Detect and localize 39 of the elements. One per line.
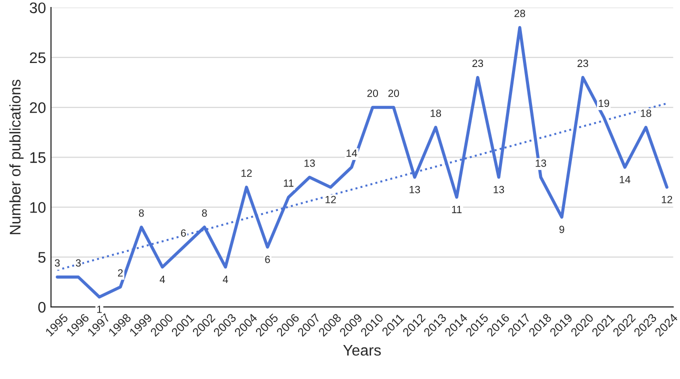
data-label: 18 — [430, 110, 442, 117]
data-label: 12 — [662, 196, 672, 204]
data-label: 3 — [54, 259, 60, 267]
data-label: 12 — [326, 196, 336, 204]
y-tick-label: 20 — [30, 102, 46, 114]
data-label: 20 — [388, 90, 400, 97]
data-label: 20 — [367, 90, 378, 97]
data-label: 2 — [118, 269, 123, 277]
data-label: 14 — [346, 150, 358, 157]
data-label: 14 — [620, 176, 630, 184]
data-label: 3 — [76, 259, 81, 267]
data-label: 13 — [536, 159, 546, 167]
data-label: 1 — [97, 306, 102, 313]
data-label: 8 — [202, 209, 207, 217]
y-axis-title: Number of publications — [9, 80, 24, 234]
y-tick-label: 5 — [38, 252, 46, 263]
data-label: 23 — [578, 60, 588, 68]
data-label: 13 — [410, 186, 420, 194]
data-label: 12 — [241, 169, 252, 177]
x-axis-title: Years — [343, 345, 381, 356]
data-label: 18 — [640, 110, 652, 117]
data-label: 8 — [138, 209, 144, 217]
data-label: 23 — [472, 60, 484, 68]
data-label: 11 — [452, 206, 462, 214]
y-tick-label: 10 — [30, 202, 46, 213]
data-label: 6 — [181, 229, 186, 237]
data-label: 13 — [494, 186, 504, 194]
data-label: 11 — [284, 180, 294, 187]
y-tick-label: 0 — [38, 302, 46, 313]
y-tick-label: 30 — [30, 2, 46, 14]
data-label: 28 — [514, 10, 526, 18]
data-label: 9 — [559, 226, 564, 234]
data-label: 19 — [598, 100, 610, 107]
data-label: 6 — [265, 256, 270, 264]
y-tick-label: 25 — [30, 52, 46, 64]
data-label: 4 — [222, 276, 228, 283]
data-label: 4 — [160, 276, 165, 283]
y-tick-label: 15 — [30, 152, 46, 163]
data-label: 13 — [304, 159, 315, 167]
